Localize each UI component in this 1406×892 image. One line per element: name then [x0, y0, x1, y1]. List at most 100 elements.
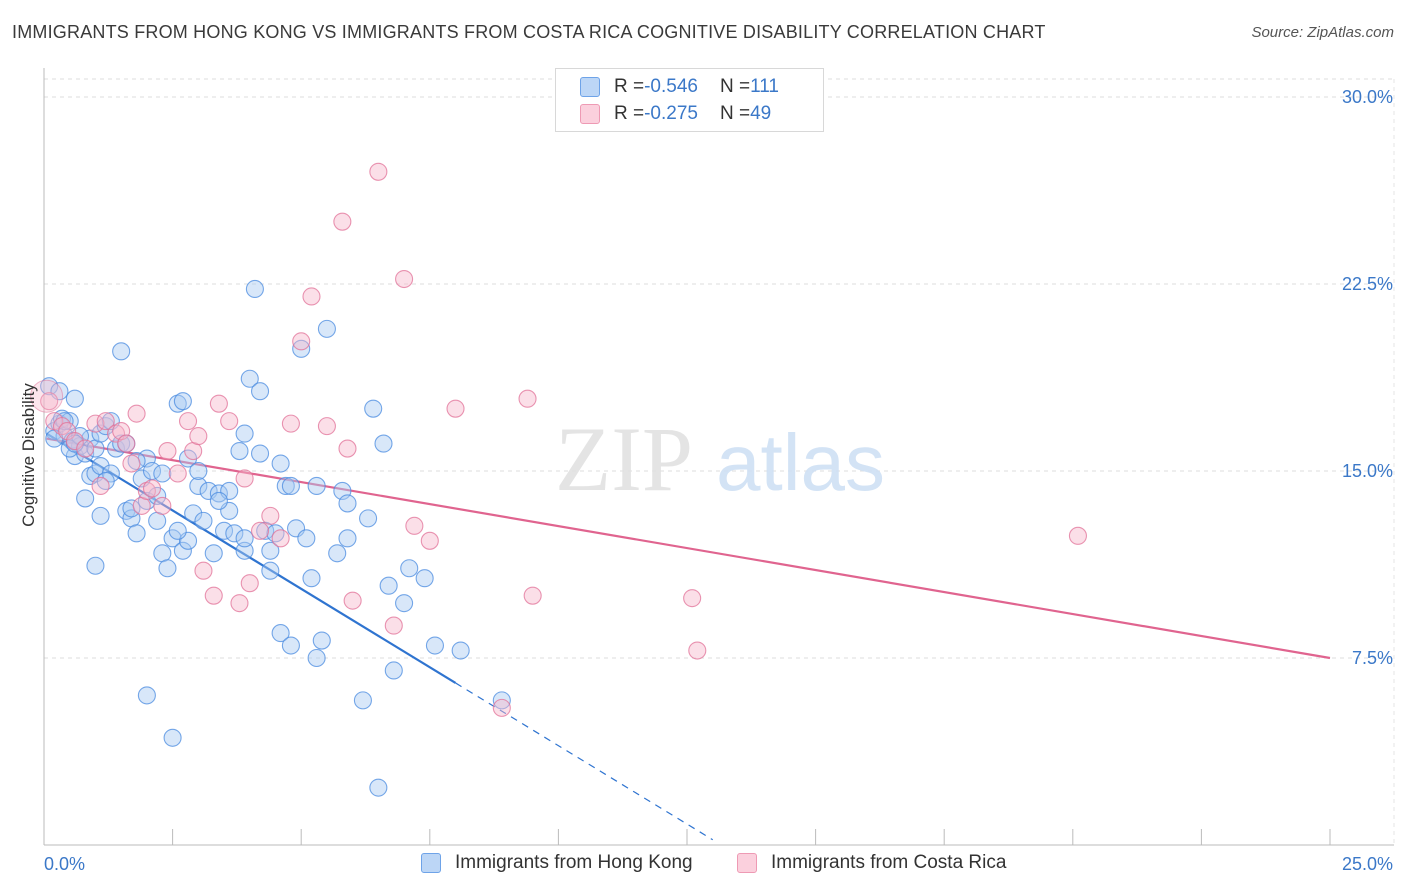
legend-item-costa-rica[interactable]: Immigrants from Costa Rica	[737, 852, 1006, 874]
hong-kong-point	[338, 529, 357, 548]
r-value: -0.546	[644, 76, 698, 97]
legend: Immigrants from Hong Kong Immigrants fro…	[0, 852, 1406, 878]
hong-kong-point	[317, 319, 336, 338]
hong-kong-point	[312, 631, 331, 650]
y-tick-label: 30.0%	[1342, 87, 1393, 107]
costa-rica-point	[230, 594, 249, 613]
hong-kong-point	[266, 524, 285, 543]
costa-rica-point	[220, 412, 239, 431]
hong-kong-point	[235, 424, 254, 443]
hong-kong-point	[364, 399, 383, 418]
hong-kong-point	[302, 569, 321, 588]
hong-kong-point	[158, 559, 177, 578]
costa-rica-point	[117, 434, 136, 453]
hong-kong-point	[425, 636, 444, 655]
n-label: N =	[719, 103, 751, 124]
hong-kong-point	[96, 471, 115, 491]
hong-kong-point	[245, 279, 264, 299]
n-value: 111	[750, 76, 779, 97]
costa-rica-point	[281, 414, 300, 433]
hong-kong-swatch	[580, 77, 600, 97]
hong-kong-point	[281, 636, 300, 655]
costa-rica-point	[76, 439, 95, 458]
costa-rica-point	[194, 561, 213, 580]
hong-kong-point	[86, 556, 105, 575]
costa-rica-point	[333, 212, 352, 231]
hong-kong-point	[225, 524, 244, 543]
hong-kong-point	[235, 529, 254, 548]
costa-rica-point	[142, 479, 162, 498]
costa-rica-point	[158, 442, 177, 461]
costa-rica-point	[127, 404, 146, 423]
costa-rica-point	[86, 414, 105, 433]
hong-kong-point	[250, 444, 270, 463]
costa-rica-point	[1068, 526, 1087, 545]
hong-kong-point	[384, 661, 403, 680]
costa-rica-point	[683, 589, 702, 608]
costa-rica-point	[492, 698, 511, 717]
costa-rica-point	[518, 389, 537, 408]
costa-rica-point	[405, 516, 424, 535]
hong-kong-point	[292, 339, 311, 358]
hong-kong-point	[76, 489, 95, 508]
x-tick-label: 25.0%	[1342, 854, 1393, 874]
y-tick-label: 22.5%	[1342, 274, 1393, 294]
costa-rica-point	[91, 476, 110, 496]
costa-rica-point	[338, 439, 357, 458]
hong-kong-point	[307, 476, 326, 496]
hong-kong-point	[297, 529, 316, 548]
hong-kong-point	[271, 624, 290, 643]
costa-rica-trend-line	[46, 437, 1331, 660]
costa-rica-point	[65, 432, 84, 451]
n-value: 49	[750, 103, 772, 124]
hong-kong-point	[173, 392, 192, 411]
costa-rica-point	[240, 574, 259, 593]
costa-rica-swatch	[737, 853, 757, 873]
costa-rica-swatch	[580, 104, 600, 124]
hong-kong-point	[127, 524, 146, 543]
r-label: R =	[614, 103, 645, 124]
trend-lines	[45, 432, 1331, 841]
costa-rica-point	[122, 454, 141, 473]
hong-kong-point	[65, 389, 84, 408]
hong-kong-point	[395, 594, 414, 613]
costa-rica-point	[292, 332, 311, 351]
costa-rica-point	[250, 521, 270, 540]
hong-kong-point	[168, 521, 187, 540]
hong-kong-point	[235, 541, 254, 560]
series-costa-rica-points	[30, 162, 1087, 717]
hong-kong-point	[122, 499, 141, 518]
hong-kong-point	[415, 569, 434, 588]
costa-rica-point	[153, 496, 172, 515]
hong-kong-point	[106, 439, 126, 458]
costa-rica-point	[189, 427, 208, 446]
costa-rica-point	[317, 417, 336, 436]
hong-kong-point	[173, 541, 192, 560]
r-label: R =	[614, 76, 645, 97]
costa-rica-point	[168, 464, 187, 483]
costa-rica-point	[446, 399, 465, 418]
n-label: N =	[719, 76, 751, 97]
watermark-zip: ZIP	[555, 408, 693, 510]
costa-rica-point	[271, 529, 290, 548]
hong-kong-point	[209, 484, 228, 503]
legend-item-hong-kong[interactable]: Immigrants from Hong Kong	[421, 852, 693, 874]
hong-kong-point	[261, 541, 280, 560]
hong-kong-point	[451, 641, 470, 660]
y-axis-label: Cognitive Disability	[19, 383, 38, 527]
hong-kong-point	[184, 504, 203, 523]
hong-kong-point	[163, 728, 182, 747]
hong-kong-point	[271, 454, 290, 473]
hong-kong-trend-line	[45, 432, 457, 684]
costa-rica-point	[58, 422, 77, 441]
costa-rica-point	[384, 616, 403, 635]
y-tick-labels: 7.5% 15.0% 22.5% 30.0%	[1342, 87, 1393, 668]
hong-kong-point	[492, 691, 511, 710]
costa-rica-point	[261, 506, 280, 525]
y-tick-label: 15.0%	[1342, 461, 1393, 481]
legend-label: Immigrants from Hong Kong	[455, 852, 693, 873]
costa-rica-point	[137, 481, 156, 500]
hong-kong-point	[153, 464, 172, 483]
costa-rica-point	[52, 417, 72, 436]
